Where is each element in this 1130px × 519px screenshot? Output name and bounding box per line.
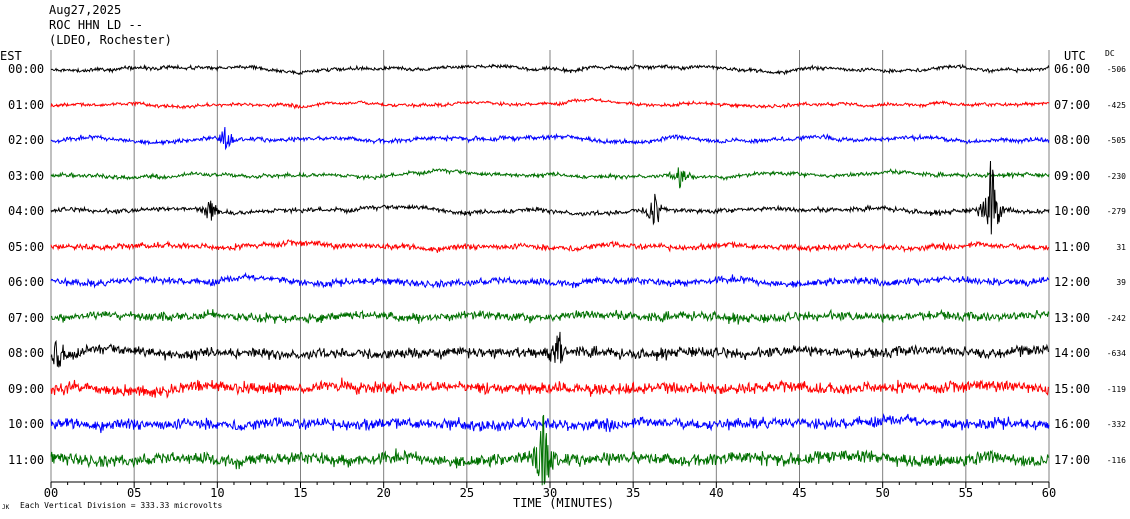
- dc-column-title: DC: [1105, 49, 1115, 58]
- vertical-division-note: Each Vertical Division = 333.33 microvol…: [20, 501, 223, 510]
- utc-hour-label: 07:00: [1054, 97, 1091, 112]
- est-hour-label: 07:00: [8, 310, 45, 325]
- est-hour-label: 02:00: [8, 133, 45, 147]
- trace-row: [50, 331, 1050, 368]
- header-station: ROC HHN LD --: [49, 18, 143, 32]
- header-date: Aug27,2025: [49, 3, 122, 17]
- x-tick-label: 05: [127, 486, 141, 500]
- utc-hour-label: 09:00: [1054, 168, 1091, 183]
- x-tick-label: 10: [210, 486, 224, 500]
- trace-row: [50, 414, 1050, 486]
- est-hour-label: 09:00: [8, 381, 45, 396]
- est-hour-label: 00:00: [8, 62, 45, 76]
- dc-offset-value: -506: [1106, 65, 1126, 74]
- utc-hour-label: 14:00: [1054, 346, 1091, 360]
- time-axis: 00 05 10 15 20 25 30 35 40 45 50 55 60: [44, 481, 1056, 500]
- est-hour-label: 04:00: [8, 204, 45, 218]
- est-hour-label: 05:00: [8, 239, 45, 254]
- dc-offset-value: -116: [1106, 455, 1126, 465]
- x-tick-label: 25: [460, 486, 474, 500]
- x-tick-label: 20: [376, 486, 390, 500]
- logo: JK: [2, 504, 10, 511]
- header-network: (LDEO, Rochester): [49, 33, 172, 47]
- dc-offset-value: -230: [1106, 171, 1126, 181]
- trace-row: [50, 160, 1050, 235]
- trace-row: [50, 308, 1050, 325]
- trace-row: [50, 126, 1050, 151]
- trace-row: [50, 377, 1050, 399]
- est-hour-label: 01:00: [8, 97, 45, 112]
- dc-offset-value: -505: [1106, 136, 1126, 145]
- x-tick-label: 55: [959, 486, 973, 500]
- est-hour-label: 03:00: [8, 168, 45, 183]
- utc-hour-label: 08:00: [1054, 133, 1091, 147]
- dc-offset-value: -425: [1106, 100, 1126, 110]
- dc-offset-value: -332: [1106, 420, 1126, 429]
- est-hour-label: 08:00: [8, 346, 45, 360]
- trace-row: [50, 271, 1050, 289]
- x-tick-label: 45: [792, 486, 806, 500]
- trace-row: [50, 239, 1050, 254]
- utc-hour-label: 06:00: [1054, 62, 1091, 76]
- est-hour-label: 11:00: [8, 452, 45, 467]
- time-grid: [50, 50, 1050, 482]
- trace-row: [50, 167, 1050, 189]
- x-tick-label: 50: [875, 486, 889, 500]
- x-tick-label: 15: [293, 486, 307, 500]
- x-tick-label: 35: [626, 486, 640, 500]
- trace-row: [50, 412, 1050, 434]
- utc-hour-label: 17:00: [1054, 452, 1091, 467]
- trace-row: [50, 63, 1050, 76]
- utc-hour-label: 16:00: [1054, 417, 1091, 431]
- dc-offset-value: 31: [1116, 242, 1126, 252]
- utc-hour-label: 11:00: [1054, 239, 1091, 254]
- seismogram-traces: [50, 63, 1050, 486]
- est-axis-title: EST: [0, 49, 22, 63]
- utc-hour-label: 10:00: [1054, 204, 1091, 218]
- x-tick-label: 30: [543, 486, 557, 500]
- dc-offset-value: -279: [1106, 207, 1126, 216]
- x-axis-label: TIME (MINUTES): [513, 496, 615, 510]
- x-tick-label: 40: [709, 486, 723, 500]
- dc-offset-value: -119: [1106, 384, 1126, 394]
- dc-offset-value: -242: [1106, 313, 1126, 323]
- utc-hour-label: 15:00: [1054, 381, 1091, 396]
- x-tick-label: 00: [44, 486, 58, 500]
- utc-hour-label: 12:00: [1054, 275, 1091, 289]
- trace-row: [50, 97, 1050, 110]
- est-hour-label: 06:00: [8, 275, 45, 289]
- x-tick-label: 60: [1042, 486, 1056, 500]
- utc-axis-title: UTC: [1064, 49, 1086, 63]
- dc-offset-value: -634: [1106, 349, 1126, 358]
- utc-hour-label: 13:00: [1054, 310, 1091, 325]
- est-hour-label: 10:00: [8, 417, 45, 431]
- dc-offset-value: 39: [1116, 278, 1126, 287]
